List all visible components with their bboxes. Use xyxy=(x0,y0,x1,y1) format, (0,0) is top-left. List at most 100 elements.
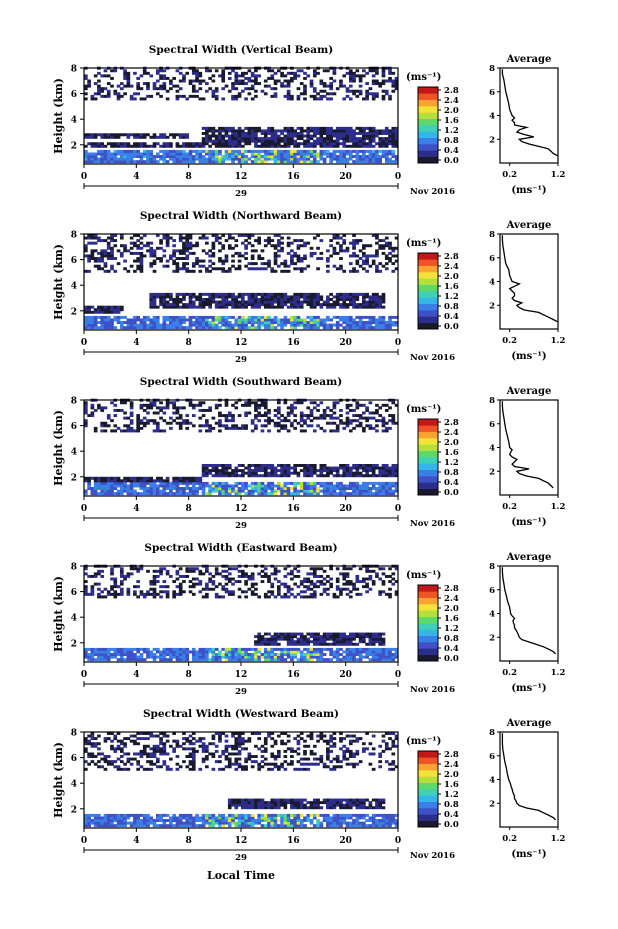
heatmap-cell xyxy=(342,464,347,467)
heatmap-cell xyxy=(254,94,258,98)
heatmap-cell xyxy=(110,160,114,164)
heatmap-cell xyxy=(175,408,180,412)
heatmap-cell xyxy=(113,155,118,158)
heatmap-cell xyxy=(391,134,396,138)
heatmap-cell xyxy=(306,295,311,299)
heatmap-cell xyxy=(208,134,212,138)
heatmap-cell xyxy=(97,647,101,651)
heatmap-cell xyxy=(348,129,353,133)
heatmap-cell xyxy=(381,251,386,255)
heatmap-cell xyxy=(312,416,317,420)
heatmap-cell xyxy=(198,157,203,161)
heatmap-cell xyxy=(93,142,98,146)
heatmap-cell xyxy=(358,471,363,475)
heatmap-cell xyxy=(218,315,222,319)
heatmap-cell xyxy=(139,419,144,423)
heatmap-cell xyxy=(165,323,170,327)
heatmap-cell xyxy=(270,635,275,639)
heatmap-cell xyxy=(169,144,173,148)
heatmap-cell xyxy=(165,259,170,263)
heatmap-cell xyxy=(309,295,314,299)
heatmap-cell xyxy=(103,647,108,651)
heatmap-cell xyxy=(394,160,399,164)
heatmap-cell xyxy=(381,246,386,250)
heatmap-cell xyxy=(303,134,307,138)
heatmap-cell xyxy=(126,479,131,483)
heatmap-cell xyxy=(299,92,304,96)
heatmap-cell xyxy=(241,134,245,138)
heatmap-cell xyxy=(352,298,356,301)
heatmap-cell xyxy=(90,310,95,314)
heatmap-cell xyxy=(162,74,167,78)
heatmap-cell xyxy=(263,464,268,467)
heatmap-cell xyxy=(146,133,150,137)
heatmap-cell xyxy=(355,323,360,327)
heatmap-cell xyxy=(244,582,248,586)
heatmap-cell xyxy=(273,87,278,91)
heatmap-cell xyxy=(103,157,108,161)
heatmap-cell xyxy=(244,300,248,304)
heatmap-cell xyxy=(286,155,291,158)
heatmap-cell xyxy=(126,74,131,78)
heatmap-cell xyxy=(224,84,229,88)
heatmap-cell xyxy=(218,305,222,309)
heatmap-cell xyxy=(358,321,363,324)
heatmap-cell xyxy=(214,300,219,304)
heatmap-cell xyxy=(280,321,284,324)
heatmap-cell xyxy=(126,489,131,493)
heatmap-cell xyxy=(146,157,150,161)
heatmap-cell xyxy=(312,655,317,659)
heatmap-cell xyxy=(103,308,108,312)
heatmap-cell xyxy=(257,149,262,153)
heatmap-cell xyxy=(84,411,88,415)
heatmap-cell xyxy=(332,155,337,158)
heatmap-cell xyxy=(113,650,118,654)
heatmap-cell xyxy=(241,241,245,245)
heatmap-cell xyxy=(296,300,301,304)
heatmap-cell xyxy=(169,82,173,86)
heatmap-cell xyxy=(267,298,271,301)
heatmap-cell xyxy=(90,315,95,319)
heatmap-cell xyxy=(375,160,379,164)
heatmap-cell xyxy=(250,249,255,253)
heatmap-cell xyxy=(234,305,239,309)
panel-1: Spectral Width (Northward Beam)2468Heigh… xyxy=(52,210,565,365)
colorbar-frame xyxy=(417,252,439,330)
heatmap-cell xyxy=(211,89,216,93)
x-tick-label: 0 xyxy=(81,504,87,514)
heatmap-cell xyxy=(188,318,193,322)
heatmap-cell xyxy=(375,292,379,296)
heatmap-cell xyxy=(129,489,134,493)
heatmap-cell xyxy=(178,658,183,662)
heatmap-cell xyxy=(146,244,150,248)
heatmap-cell xyxy=(296,650,301,654)
heatmap-cell xyxy=(368,474,373,478)
heatmap-cell xyxy=(276,658,281,662)
heatmap-cell xyxy=(110,69,114,73)
heatmap-cell xyxy=(270,300,275,304)
heatmap-cell xyxy=(391,155,396,158)
heatmap-cell xyxy=(286,137,291,141)
heatmap-cell xyxy=(286,71,291,75)
heatmap-cell xyxy=(263,84,268,88)
heatmap-cell xyxy=(188,160,193,164)
heatmap-cell xyxy=(326,137,330,141)
heatmap-cell xyxy=(335,416,340,420)
heatmap-cell xyxy=(165,406,170,410)
heatmap-cell xyxy=(182,476,186,480)
heatmap-cell xyxy=(381,129,386,133)
heatmap-cell xyxy=(375,251,379,255)
heatmap-cell xyxy=(312,139,317,143)
heatmap-cell xyxy=(358,484,363,488)
colorbar-tick-label: 2.0 xyxy=(444,106,459,116)
heatmap-cell xyxy=(303,492,307,496)
heatmap-cell xyxy=(90,592,95,596)
heatmap-cell xyxy=(247,489,252,493)
heatmap-cell xyxy=(205,82,209,86)
heatmap-cell xyxy=(84,580,88,584)
heatmap-cell xyxy=(175,264,180,268)
heatmap-cell xyxy=(342,642,347,646)
heatmap-cell xyxy=(335,129,340,133)
heatmap-cell xyxy=(260,303,265,307)
heatmap-cell xyxy=(110,592,114,596)
